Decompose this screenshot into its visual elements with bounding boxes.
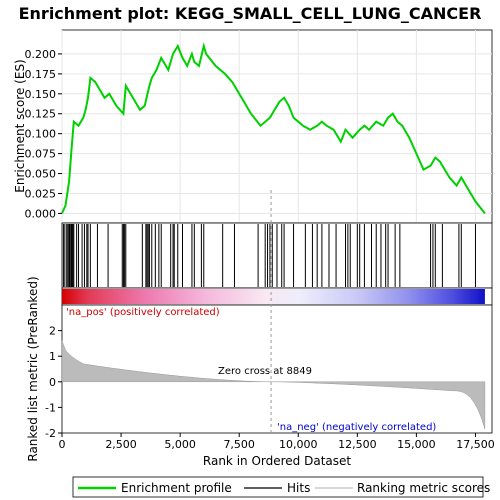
es-y-tick-label: 0.175 xyxy=(25,68,57,81)
metric-y-tick-label: 1 xyxy=(49,350,56,363)
legend-label-profile: Enrichment profile xyxy=(121,481,232,495)
neg-correlated-label: 'na_neg' (negatively correlated) xyxy=(277,422,436,433)
es-axis-label: Enrichment score (ES) xyxy=(13,59,27,192)
chart-title: Enrichment plot: KEGG_SMALL_CELL_LUNG_CA… xyxy=(19,4,482,23)
legend-label-hits: Hits xyxy=(287,481,310,495)
legend: Enrichment profile Hits Ranking metric s… xyxy=(72,476,490,498)
es-y-tick-label: 0.100 xyxy=(25,128,57,141)
zero-cross-label: Zero cross at 8849 xyxy=(218,366,312,377)
colorbar-gradient xyxy=(62,289,485,304)
metric-y-tick-label: 2 xyxy=(49,325,56,338)
x-tick-label: 0 xyxy=(59,438,66,451)
metric-panel-frame xyxy=(61,304,493,434)
es-y-tick-label: 0.050 xyxy=(25,168,57,181)
pos-correlated-label: 'na_pos' (positively correlated) xyxy=(66,307,220,318)
metric-y-tick-label: 0 xyxy=(49,376,56,389)
metric-axis-label: Ranked list metric (PreRanked) xyxy=(26,276,40,461)
x-tick-label: 17,500 xyxy=(456,438,495,451)
x-tick-label: 2,500 xyxy=(105,438,137,451)
x-tick-label: 7,500 xyxy=(223,438,255,451)
x-axis-label: Rank in Ordered Dataset xyxy=(203,454,351,468)
es-panel-frame xyxy=(61,29,493,224)
legend-label-metric: Ranking metric scores xyxy=(357,481,490,495)
hits-panel xyxy=(61,222,493,289)
es-y-tick-label: 0.000 xyxy=(25,207,57,220)
x-tick-label: 12,500 xyxy=(338,438,377,451)
x-tick-label: 15,000 xyxy=(397,438,436,451)
x-tick-label: 5,000 xyxy=(164,438,196,451)
enrichment-profile-line xyxy=(61,42,486,215)
metric-y-tick-label: -2 xyxy=(45,427,56,440)
es-y-tick-label: 0.125 xyxy=(25,108,57,121)
es-panel: 0.000 0.025 0.050 0.075 0.100 0.125 0.150 0.175… xyxy=(25,29,493,224)
es-y-tick-label: 0.150 xyxy=(25,88,57,101)
metric-y-tick-label: -1 xyxy=(45,401,56,414)
es-y-tick-label: 0.200 xyxy=(25,48,57,61)
es-y-tick-label: 0.025 xyxy=(25,187,57,200)
es-y-tick-label: 0.075 xyxy=(25,148,57,161)
ranking-metric-area xyxy=(61,340,486,430)
rank-colorbar xyxy=(61,287,493,306)
legend-frame xyxy=(72,476,484,498)
metric-panel: -2 -1 0 1 2 Zero cross at 8849 'na_pos' (pos… xyxy=(45,190,493,440)
x-tick-label: 10,000 xyxy=(279,438,318,451)
